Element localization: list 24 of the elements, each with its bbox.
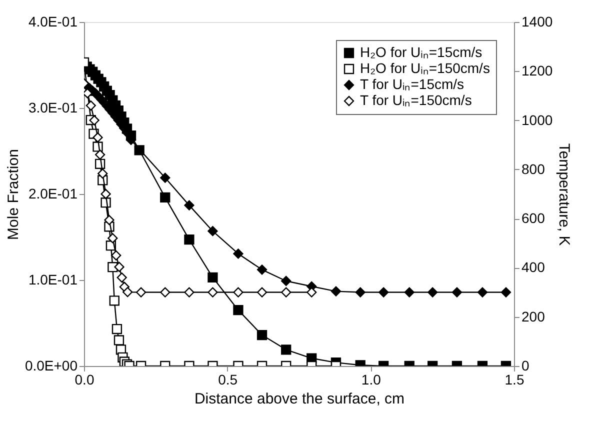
x-axis-title: Distance above the surface, cm (194, 390, 405, 408)
y-tick-label: 1.0E-01 (28, 272, 78, 288)
y-tick-label: 4.0E-01 (28, 14, 78, 30)
x-tick-label: 1.0 (361, 372, 382, 388)
legend-label: T for Uᵢₙ=15cm/s (360, 76, 464, 92)
y2-tick-label: 1000 (522, 112, 553, 128)
y2-tick-label: 1400 (522, 14, 553, 30)
y2-tick-label: 800 (522, 160, 546, 177)
y-tick-label: 0.0E+00 (24, 358, 78, 374)
y2-tick-label: 400 (522, 259, 546, 276)
y-tick-label: 3.0E-01 (28, 100, 78, 116)
x-tick-label: 0.0 (74, 372, 94, 388)
y2-tick-label: 200 (522, 308, 546, 324)
legend-label: H₂O for Uᵢₙ=15cm/s (360, 44, 482, 60)
y2-tick-label: 1200 (522, 62, 553, 79)
y2-tick-label: 0 (522, 358, 530, 374)
y-axis-title: Mole Fraction (4, 149, 22, 240)
x-tick-label: 1.5 (504, 372, 524, 388)
legend-label: T for Uᵢₙ=150cm/s (360, 92, 472, 108)
y2-axis-title: Temperature, K (556, 143, 573, 246)
x-tick-label: 0.5 (218, 372, 238, 388)
y-tick-label: 2.0E-01 (28, 186, 78, 202)
y2-tick-label: 600 (522, 210, 546, 226)
legend-label: H₂O for Uᵢₙ=150cm/s (360, 60, 490, 76)
